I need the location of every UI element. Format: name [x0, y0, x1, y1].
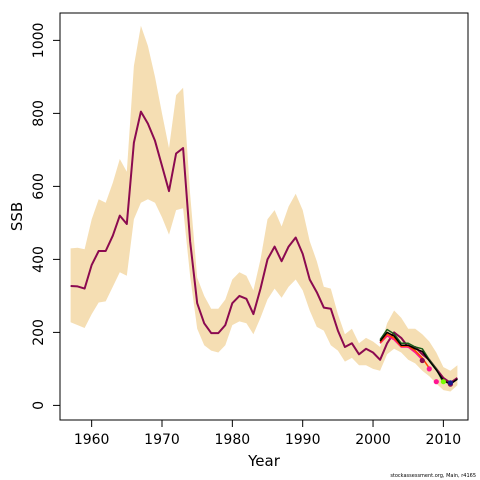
y-tick-label: 800: [31, 100, 47, 127]
endpoint-marker: [433, 379, 439, 385]
y-tick-label: 200: [31, 319, 47, 346]
y-axis-title: SSB: [8, 202, 26, 231]
y-tick-label: 1000: [31, 23, 47, 59]
x-tick-label: 1990: [285, 432, 321, 448]
x-tick-label: 2010: [426, 432, 462, 448]
x-axis-title: Year: [247, 452, 281, 470]
y-tick-label: 600: [31, 173, 47, 200]
x-tick-label: 1980: [215, 432, 251, 448]
credit-text: stockassessment.org, Main, r4165: [390, 473, 476, 479]
x-tick-label: 2000: [355, 432, 391, 448]
x-axis: 1960 1970 1980 1990 2000 2010: [74, 420, 461, 448]
series-line: [379, 333, 430, 369]
endpoint-marker: [426, 366, 432, 372]
endpoint-marker: [440, 379, 446, 385]
endpoint-marker: [447, 380, 453, 386]
x-tick-label: 1970: [144, 432, 180, 448]
y-axis: 0 200 400 600 800 1000: [31, 23, 60, 410]
y-tick-label: 0: [31, 401, 47, 410]
endpoint-marker: [419, 357, 425, 364]
x-tick-label: 1960: [74, 432, 110, 448]
y-tick-label: 400: [31, 246, 47, 273]
endpoint-markers-layer: [419, 357, 453, 387]
series-line: [70, 110, 458, 384]
plot-frame: [59, 12, 469, 421]
